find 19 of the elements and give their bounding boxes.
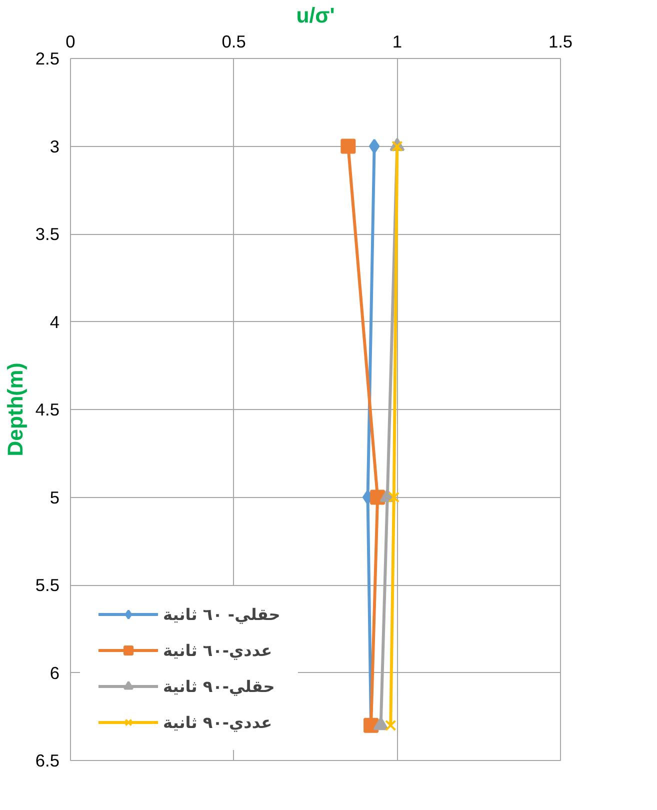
y-tick-label: 5.5 <box>35 575 60 595</box>
legend-label: عددي-٦٠ ثانية <box>163 640 272 660</box>
y-tick-label: 5 <box>50 487 60 508</box>
y-tick-label: 2.5 <box>35 48 60 68</box>
legend-label: حقلي- ٦٠ ثانية <box>163 604 280 624</box>
y-tick-label: 3.5 <box>35 224 60 244</box>
x-tick-label: 0.5 <box>222 32 246 52</box>
y-tick-label: 4 <box>50 312 60 332</box>
y-tick-label: 3 <box>50 136 60 156</box>
x-tick-label: 1.5 <box>548 32 573 52</box>
y-tick-label: 6.5 <box>35 750 60 770</box>
y-tick-label: 4.5 <box>35 400 60 420</box>
x-tick-label: 1 <box>392 32 402 52</box>
legend-label: حقلي-٩٠ ثانية <box>163 676 275 696</box>
legend-label: عددي-٩٠ ثانية <box>163 712 272 732</box>
y-tick-label: 6 <box>50 662 60 683</box>
x-axis-title: u/σ' <box>296 4 335 28</box>
x-tick-label: 0 <box>66 32 76 52</box>
y-axis-title: Depth(m) <box>3 362 28 456</box>
